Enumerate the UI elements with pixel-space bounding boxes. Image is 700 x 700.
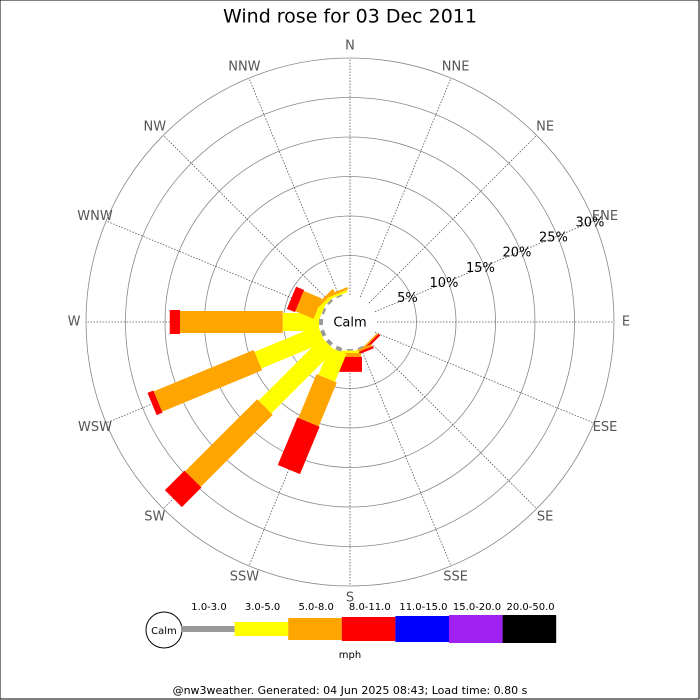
legend-calm-label: Calm (151, 626, 177, 637)
petal-segment (361, 333, 378, 350)
petal-segment (319, 319, 323, 325)
legend-label: 3.0-5.0 (245, 602, 280, 613)
petal-segment (336, 294, 343, 299)
spoke (368, 340, 537, 509)
petal-segment (282, 313, 320, 331)
petal-segment (185, 399, 273, 487)
petal-segment (327, 299, 334, 306)
direction-label: WSW (78, 420, 112, 435)
legend-label: 15.0-20.0 (453, 602, 501, 613)
calm-circle (325, 297, 375, 347)
petal-segment (164, 470, 202, 508)
direction-label: NNE (442, 60, 470, 75)
petal-segment (347, 349, 353, 351)
spoke (359, 77, 452, 298)
legend-swatch (502, 615, 557, 643)
legend-swatch (234, 622, 289, 636)
direction-label: WNW (77, 209, 113, 224)
petal-segment (335, 345, 343, 352)
petal-segment (180, 311, 283, 333)
legend-label: 5.0-8.0 (298, 602, 333, 613)
calm-label: Calm (333, 316, 366, 331)
grid-ring (164, 136, 536, 508)
legend-label: 1.0-3.0 (191, 602, 226, 613)
petal-segment (254, 325, 325, 369)
legend-swatch (181, 626, 235, 632)
grid-ring (125, 97, 575, 547)
legend-label: 8.0-11.0 (349, 602, 391, 613)
petal-segment (286, 286, 305, 313)
petal-segment (318, 347, 347, 382)
legend-swatch (395, 616, 449, 642)
petal-segment (327, 287, 349, 298)
spoke (374, 220, 595, 313)
legend-swatch (288, 618, 342, 640)
direction-label: SW (144, 510, 165, 525)
petal-segment (258, 337, 335, 414)
spoke (368, 135, 537, 304)
direction-label: ESE (593, 420, 618, 435)
r-tick-label: 10% (429, 276, 458, 291)
spoke (374, 331, 595, 424)
spoke (359, 346, 452, 567)
r-tick-label: 25% (539, 231, 568, 246)
direction-label: NNW (228, 60, 260, 75)
direction-label: N (345, 39, 355, 54)
spoke (105, 220, 326, 313)
chart-title: Wind rose for 03 Dec 2011 (223, 6, 477, 28)
legend-swatch (341, 617, 396, 641)
direction-label: ENE (592, 209, 618, 224)
r-tick-label: 5% (397, 291, 418, 306)
petal-segment (277, 417, 320, 475)
petal-segment (338, 356, 362, 372)
direction-label: SSW (230, 569, 260, 584)
petal-segment (325, 338, 334, 347)
petal-segment (316, 288, 335, 307)
petal-segment (298, 374, 337, 427)
r-tick-label: 30% (575, 215, 604, 230)
r-tick-label: 15% (466, 261, 495, 276)
direction-label: E (622, 315, 630, 330)
spoke (248, 77, 341, 298)
direction-label: NE (536, 119, 554, 134)
legend-label: 20.0-50.0 (507, 602, 555, 613)
spoke (163, 135, 332, 304)
petal-segment (341, 350, 359, 353)
grid-ring (85, 57, 615, 587)
direction-label: SSE (443, 569, 468, 584)
direction-label: NW (144, 119, 167, 134)
petal-segment (357, 345, 364, 350)
footer: @nw3weather. Generated: 04 Jun 2025 08:4… (173, 684, 528, 697)
petal-segment (320, 329, 327, 337)
direction-label: SE (537, 510, 553, 525)
petal-segment (329, 289, 348, 300)
legend-swatch (449, 615, 503, 643)
direction-label: S (346, 591, 354, 606)
direction-label: W (68, 315, 81, 330)
unit: mph (339, 650, 361, 661)
petal-segment (295, 290, 322, 319)
legend-label: 11.0-15.0 (399, 602, 447, 613)
petal-segment (321, 307, 327, 315)
r-tick-label: 20% (502, 246, 531, 261)
petal-segment (153, 349, 263, 412)
petal-segment (169, 310, 181, 334)
petal-segment (147, 390, 163, 416)
